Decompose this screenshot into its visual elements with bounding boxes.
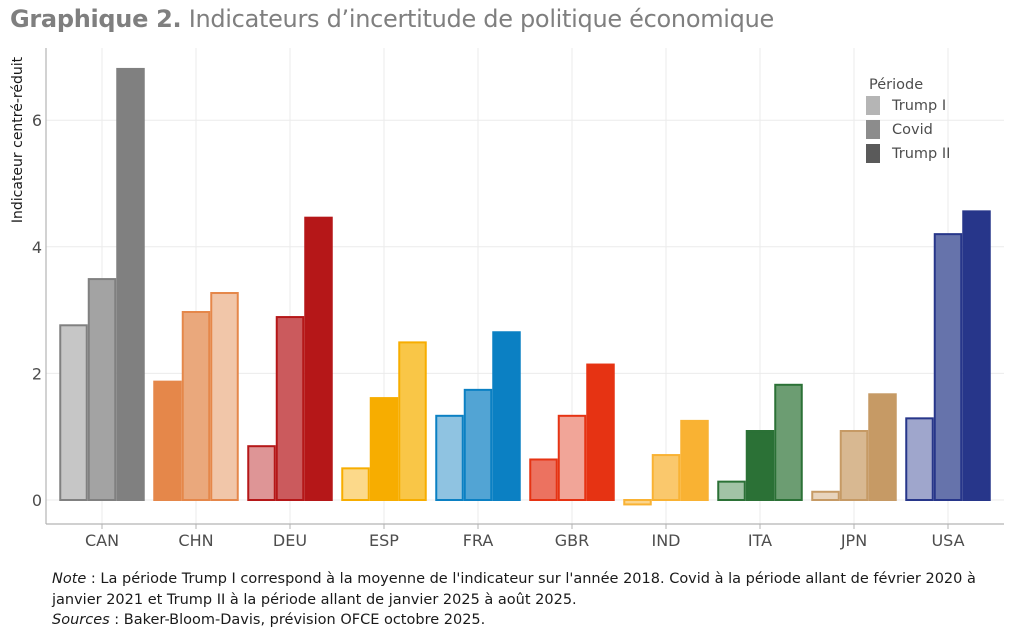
bar-chn-trump-i	[153, 380, 182, 501]
y-tick-labels: 0 2 4 6	[32, 111, 42, 510]
x-tick-label: USA	[931, 531, 964, 550]
sources-line: Sources : Baker-Bloom-Davis, prévision O…	[52, 610, 1002, 631]
bar-group-esp	[341, 341, 427, 502]
note-text: : La période Trump I correspond à la moy…	[52, 571, 976, 608]
bar-fra-covid	[463, 388, 493, 501]
x-tick-label: CAN	[85, 531, 119, 550]
bar-can-trump-i	[59, 324, 88, 501]
y-tick-label: 4	[32, 238, 42, 257]
bar-jpn-trump-ii	[868, 393, 897, 501]
bar-esp-trump-i	[341, 467, 370, 502]
bar-group-jpn	[811, 393, 897, 501]
y-tick-label: 2	[32, 364, 42, 383]
bar-gbr-covid	[557, 414, 587, 502]
bar-group-deu	[247, 216, 333, 502]
bar-ita-trump-i	[717, 480, 746, 502]
legend-label: Covid	[892, 122, 933, 138]
y-axis-label: Indicateur centré-réduit	[10, 56, 26, 223]
legend-swatch	[866, 120, 880, 139]
legend-swatch	[866, 96, 880, 115]
legend-item: Trump II	[866, 144, 950, 163]
legend-label: Trump II	[891, 146, 950, 162]
y-tick-label: 6	[32, 111, 42, 130]
bar-jpn-covid	[839, 430, 869, 501]
legend-item: Trump I	[866, 96, 946, 115]
axes	[45, 48, 1004, 529]
bar-usa-covid	[933, 233, 963, 501]
bar-group-ita	[717, 383, 803, 502]
bar-ita-covid	[745, 430, 775, 501]
y-tick-label: 0	[32, 491, 42, 510]
bar-chn-covid	[181, 310, 211, 501]
x-tick-label: CHN	[178, 531, 213, 550]
bar-gbr-trump-ii	[586, 363, 615, 501]
x-tick-label: JPN	[840, 531, 867, 550]
chart-title-number: Graphique 2.	[10, 5, 182, 33]
bar-group-gbr	[529, 363, 615, 502]
bar-esp-covid	[369, 397, 399, 502]
bars	[59, 67, 991, 506]
bar-ita-trump-ii	[774, 383, 803, 502]
legend-label: Trump I	[891, 98, 946, 114]
x-tick-label: GBR	[555, 531, 590, 550]
bar-ind-trump-ii	[680, 419, 709, 501]
bar-ind-trump-i	[623, 499, 652, 506]
x-tick-labels: CAN CHN DEU ESP FRA GBR IND ITA JPN USA	[85, 531, 965, 550]
bar-group-ind	[623, 419, 709, 506]
x-tick-label: ESP	[369, 531, 399, 550]
chart-notes: Note : La période Trump I correspond à l…	[52, 569, 1002, 631]
bar-can-trump-ii	[116, 67, 145, 501]
bar-group-can	[59, 67, 145, 502]
sources-text: : Baker-Bloom-Davis, prévision OFCE octo…	[109, 612, 486, 628]
bar-group-usa	[905, 210, 991, 502]
bar-group-fra	[435, 331, 521, 502]
bar-deu-trump-i	[247, 445, 276, 502]
bar-fra-trump-i	[435, 414, 464, 502]
legend-title: Période	[869, 77, 923, 93]
sources-label: Sources	[52, 612, 110, 628]
bar-chn-trump-ii	[210, 292, 239, 501]
x-tick-label: IND	[651, 531, 680, 550]
bar-can-covid	[87, 278, 117, 502]
x-tick-label: ITA	[748, 531, 772, 550]
bar-deu-trump-ii	[304, 216, 333, 501]
legend-item: Covid	[866, 120, 933, 139]
bar-esp-trump-ii	[398, 341, 427, 501]
note-label: Note	[52, 571, 87, 587]
bar-ind-covid	[651, 454, 681, 502]
legend: Période Trump I Covid Trump II	[866, 77, 950, 163]
note-line: Note : La période Trump I correspond à l…	[52, 569, 1002, 610]
bar-usa-trump-ii	[962, 210, 991, 502]
bar-gbr-trump-i	[529, 458, 558, 502]
x-tick-label: DEU	[273, 531, 307, 550]
bar-deu-covid	[275, 316, 305, 501]
bar-fra-trump-ii	[492, 331, 521, 501]
bar-group-chn	[153, 292, 239, 501]
x-tick-label: FRA	[463, 531, 494, 550]
legend-swatch	[866, 144, 880, 163]
chart-title: Graphique 2. Indicateurs d’incertitude d…	[10, 5, 774, 33]
chart-title-text: Indicateurs d’incertitude de politique é…	[188, 5, 775, 33]
bar-jpn-trump-i	[811, 490, 840, 501]
bar-usa-trump-i	[905, 417, 934, 501]
